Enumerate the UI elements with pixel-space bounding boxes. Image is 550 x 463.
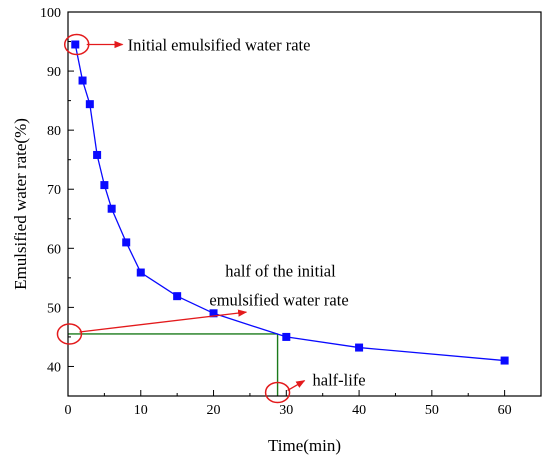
annotation-circle-half-initial-rate bbox=[56, 323, 83, 345]
annotation-arrow-half-initial-rate bbox=[79, 309, 248, 333]
data-point bbox=[85, 100, 94, 109]
y-tick-label: 80 bbox=[47, 124, 61, 139]
data-point bbox=[209, 309, 218, 318]
data-point bbox=[100, 181, 109, 190]
data-point bbox=[136, 268, 145, 277]
x-tick-label: 40 bbox=[352, 403, 366, 418]
plot-area: 0 10 20 30 40 50 60 40 50 60 70 80 90 100 Initial emul… bbox=[40, 6, 542, 418]
y-tick-label: 50 bbox=[47, 301, 61, 316]
y-tick-label: 90 bbox=[47, 65, 61, 80]
annotation-text-initial-rate: Initial emulsified water rate bbox=[128, 35, 311, 54]
x-tick-label: 10 bbox=[134, 403, 148, 418]
y-tick-label: 40 bbox=[47, 360, 61, 375]
annotation-text-half-initial-rate: emulsified water rate bbox=[209, 291, 348, 310]
data-point bbox=[355, 343, 364, 352]
data-point bbox=[78, 76, 87, 85]
data-point bbox=[282, 332, 291, 341]
data-point bbox=[71, 40, 80, 49]
y-tick-label: 70 bbox=[47, 183, 61, 198]
data-point bbox=[500, 356, 509, 365]
x-tick-label: 0 bbox=[65, 403, 72, 418]
annotation-circle-half-life bbox=[264, 381, 291, 404]
annotation-text-half-initial-rate: half of the initial bbox=[225, 262, 336, 281]
data-point bbox=[122, 238, 131, 247]
x-tick-label: 50 bbox=[425, 403, 439, 418]
x-axis-label: Time(min) bbox=[268, 436, 341, 455]
annotation-arrow-half-life bbox=[287, 380, 306, 392]
x-tick-label: 60 bbox=[498, 403, 512, 418]
x-tick-label: 20 bbox=[207, 403, 221, 418]
x-tick-label: 30 bbox=[279, 403, 293, 418]
data-point bbox=[107, 204, 116, 213]
plot-frame bbox=[67, 11, 542, 397]
data-point bbox=[173, 292, 182, 301]
y-tick-label: 100 bbox=[40, 6, 61, 21]
data-point bbox=[93, 150, 102, 159]
annotation-text-half-life: half-life bbox=[313, 371, 366, 390]
y-axis-label: Emulsified water rate(%) bbox=[11, 118, 30, 290]
y-tick-label: 60 bbox=[47, 242, 61, 257]
series-line bbox=[74, 44, 505, 362]
